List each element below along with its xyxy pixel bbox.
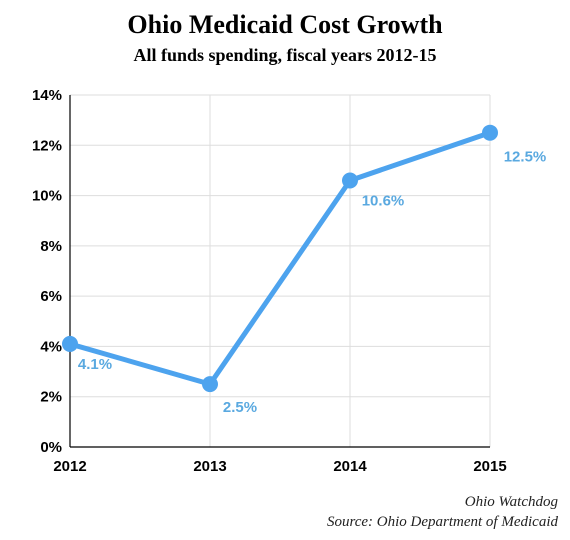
data-point (342, 172, 358, 189)
x-tick-label: 2012 (53, 458, 86, 475)
data-label: 12.5% (504, 149, 547, 166)
tick-labels: 0% 2% 4% 6% 8% 10% 12% 14% 2012 2013 2014 2015 (32, 87, 507, 475)
chart-title: Ohio Medicaid Cost Growth (127, 10, 443, 39)
credit-text: Ohio Watchdog (464, 494, 558, 510)
data-point (482, 124, 498, 141)
source-text: Source: Ohio Department of Medicaid (326, 514, 558, 530)
data-point (62, 335, 78, 352)
data-label: 2.5% (223, 399, 257, 416)
data-label: 10.6% (362, 192, 405, 209)
series (62, 124, 498, 393)
y-tick-label: 2% (40, 389, 62, 406)
y-tick-label: 10% (32, 188, 62, 205)
axes (69, 95, 490, 448)
data-label: 4.1% (78, 356, 112, 373)
data-labels: 4.1% 2.5% 10.6% 12.5% (78, 149, 546, 416)
y-tick-label: 12% (32, 137, 62, 154)
y-tick-label: 0% (40, 439, 62, 456)
chart-subtitle: All funds spending, fiscal years 2012-15 (133, 45, 437, 65)
y-tick-label: 8% (40, 238, 62, 255)
data-point (202, 376, 218, 393)
x-tick-label: 2013 (193, 458, 226, 475)
y-tick-label: 4% (40, 338, 62, 355)
y-tick-label: 14% (32, 87, 62, 104)
y-tick-label: 6% (40, 288, 62, 305)
gridlines (70, 94, 491, 447)
series-line (67, 130, 493, 387)
x-tick-label: 2015 (473, 458, 506, 475)
x-tick-label: 2014 (333, 458, 367, 475)
